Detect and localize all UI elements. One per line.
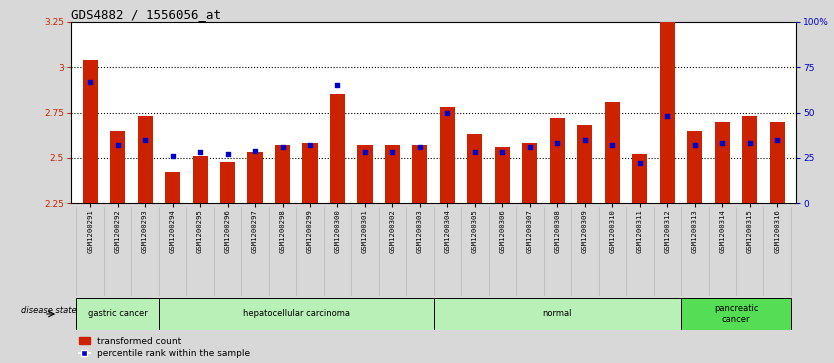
Point bbox=[359, 150, 372, 155]
Bar bbox=[495, 147, 510, 203]
Text: normal: normal bbox=[543, 310, 572, 318]
Bar bbox=[193, 156, 208, 203]
Bar bbox=[248, 152, 263, 203]
Bar bbox=[742, 116, 757, 203]
Text: GSM1200302: GSM1200302 bbox=[389, 209, 395, 253]
Bar bbox=[522, 143, 537, 203]
Bar bbox=[550, 118, 565, 203]
Legend: transformed count, percentile rank within the sample: transformed count, percentile rank withi… bbox=[75, 333, 254, 362]
Bar bbox=[467, 134, 482, 203]
Text: GSM1200292: GSM1200292 bbox=[114, 209, 121, 253]
Bar bbox=[83, 60, 98, 203]
Point bbox=[138, 137, 152, 143]
Bar bbox=[358, 145, 373, 203]
Text: GSM1200309: GSM1200309 bbox=[582, 209, 588, 253]
Point bbox=[221, 151, 234, 157]
Point bbox=[276, 144, 289, 150]
Text: GSM1200313: GSM1200313 bbox=[691, 209, 698, 253]
Point bbox=[331, 82, 344, 88]
Text: hepatocellular carcinoma: hepatocellular carcinoma bbox=[243, 310, 349, 318]
Bar bbox=[110, 131, 125, 203]
Bar bbox=[165, 172, 180, 203]
Bar bbox=[660, 22, 675, 203]
Text: disease state: disease state bbox=[22, 306, 77, 315]
Point bbox=[386, 150, 399, 155]
Text: GSM1200291: GSM1200291 bbox=[87, 209, 93, 253]
Bar bbox=[303, 143, 318, 203]
Point bbox=[771, 137, 784, 143]
Text: GSM1200303: GSM1200303 bbox=[417, 209, 423, 253]
Text: GSM1200299: GSM1200299 bbox=[307, 209, 313, 253]
Point bbox=[414, 144, 427, 150]
Point bbox=[166, 153, 179, 159]
Text: GSM1200314: GSM1200314 bbox=[719, 209, 726, 253]
Bar bbox=[770, 122, 785, 203]
Text: GSM1200306: GSM1200306 bbox=[500, 209, 505, 253]
Text: GSM1200300: GSM1200300 bbox=[334, 209, 340, 253]
Point bbox=[249, 148, 262, 154]
Text: pancreatic
cancer: pancreatic cancer bbox=[714, 304, 758, 324]
Point bbox=[578, 137, 591, 143]
Text: gastric cancer: gastric cancer bbox=[88, 310, 148, 318]
Point bbox=[495, 150, 509, 155]
Text: GSM1200316: GSM1200316 bbox=[774, 209, 781, 253]
Text: GSM1200310: GSM1200310 bbox=[610, 209, 615, 253]
Bar bbox=[715, 122, 730, 203]
Point bbox=[523, 144, 536, 150]
Text: GSM1200305: GSM1200305 bbox=[472, 209, 478, 253]
Point bbox=[468, 150, 481, 155]
Text: GSM1200293: GSM1200293 bbox=[142, 209, 148, 253]
Text: GSM1200315: GSM1200315 bbox=[746, 209, 753, 253]
Bar bbox=[385, 145, 400, 203]
Point bbox=[633, 160, 646, 166]
Point bbox=[688, 142, 701, 148]
Point bbox=[111, 142, 124, 148]
Point bbox=[743, 140, 756, 146]
Text: GSM1200304: GSM1200304 bbox=[445, 209, 450, 253]
Bar bbox=[687, 131, 702, 203]
Text: GSM1200301: GSM1200301 bbox=[362, 209, 368, 253]
Bar bbox=[440, 107, 455, 203]
Text: GSM1200311: GSM1200311 bbox=[637, 209, 643, 253]
Point bbox=[716, 140, 729, 146]
Text: GSM1200307: GSM1200307 bbox=[527, 209, 533, 253]
Point bbox=[661, 113, 674, 119]
Point bbox=[550, 140, 564, 146]
Point bbox=[193, 150, 207, 155]
Point bbox=[83, 79, 97, 85]
Text: GSM1200298: GSM1200298 bbox=[279, 209, 285, 253]
Text: GSM1200295: GSM1200295 bbox=[197, 209, 203, 253]
Bar bbox=[330, 94, 345, 203]
Bar bbox=[412, 145, 428, 203]
Text: GSM1200296: GSM1200296 bbox=[224, 209, 230, 253]
Bar bbox=[275, 145, 290, 203]
Bar bbox=[605, 102, 620, 203]
Bar bbox=[681, 298, 791, 330]
Bar bbox=[138, 116, 153, 203]
Text: GSM1200297: GSM1200297 bbox=[252, 209, 258, 253]
Bar bbox=[158, 298, 434, 330]
Bar bbox=[434, 298, 681, 330]
Point bbox=[440, 110, 454, 115]
Bar bbox=[220, 162, 235, 203]
Text: GDS4882 / 1556056_at: GDS4882 / 1556056_at bbox=[71, 8, 221, 21]
Bar bbox=[577, 125, 592, 203]
Text: GSM1200312: GSM1200312 bbox=[665, 209, 671, 253]
Text: GSM1200308: GSM1200308 bbox=[555, 209, 560, 253]
Point bbox=[605, 142, 619, 148]
Bar bbox=[632, 154, 647, 203]
Text: GSM1200294: GSM1200294 bbox=[169, 209, 176, 253]
Bar bbox=[77, 298, 158, 330]
Point bbox=[304, 142, 317, 148]
